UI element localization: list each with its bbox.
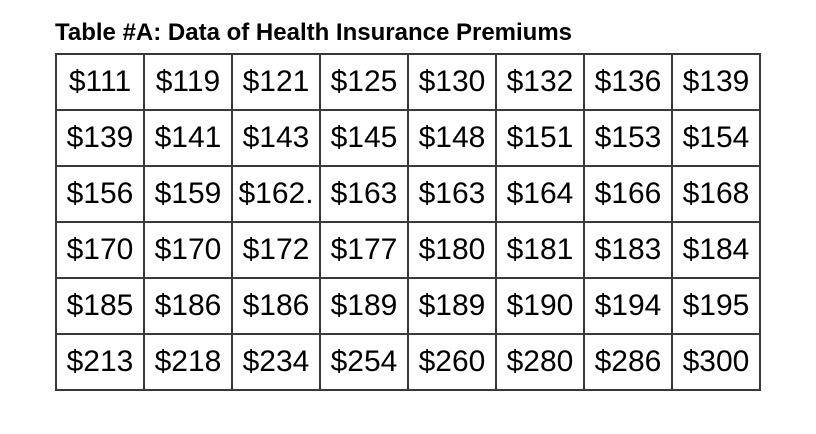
table-row: $156 $159 $162. $163 $163 $164 $166 $168 bbox=[55, 165, 761, 223]
table-cell: $145 bbox=[319, 109, 409, 167]
table-cell: $163 bbox=[407, 165, 497, 223]
table-cell: $119 bbox=[143, 53, 233, 111]
table-cell: $260 bbox=[407, 333, 497, 391]
table-cell: $141 bbox=[143, 109, 233, 167]
table-cell: $164 bbox=[495, 165, 585, 223]
table-cell: $125 bbox=[319, 53, 409, 111]
table-row: $213 $218 $234 $254 $260 $280 $286 $300 bbox=[55, 333, 761, 391]
table-cell: $159 bbox=[143, 165, 233, 223]
table-cell: $148 bbox=[407, 109, 497, 167]
table-cell: $186 bbox=[231, 277, 321, 335]
table-title: Table #A: Data of Health Insurance Premi… bbox=[55, 19, 573, 46]
table-cell: $162. bbox=[231, 165, 321, 223]
table-cell: $166 bbox=[583, 165, 673, 223]
table-cell: $136 bbox=[583, 53, 673, 111]
table-cell: $184 bbox=[671, 221, 761, 279]
table-cell: $180 bbox=[407, 221, 497, 279]
table-cell: $213 bbox=[55, 333, 145, 391]
table-cell: $156 bbox=[55, 165, 145, 223]
table-cell: $111 bbox=[55, 53, 145, 111]
table-row: $185 $186 $186 $189 $189 $190 $194 $195 bbox=[55, 277, 761, 335]
table-cell: $139 bbox=[671, 53, 761, 111]
table-cell: $170 bbox=[143, 221, 233, 279]
table-cell: $177 bbox=[319, 221, 409, 279]
table-cell: $181 bbox=[495, 221, 585, 279]
table-cell: $121 bbox=[231, 53, 321, 111]
table-cell: $234 bbox=[231, 333, 321, 391]
table-row: $170 $170 $172 $177 $180 $181 $183 $184 bbox=[55, 221, 761, 279]
table-cell: $194 bbox=[583, 277, 673, 335]
table-cell: $154 bbox=[671, 109, 761, 167]
table-row: $111 $119 $121 $125 $130 $132 $136 $139 bbox=[55, 53, 761, 111]
table-row: $139 $141 $143 $145 $148 $151 $153 $154 bbox=[55, 109, 761, 167]
table-cell: $170 bbox=[55, 221, 145, 279]
premiums-table: $111 $119 $121 $125 $130 $132 $136 $139 … bbox=[55, 53, 761, 391]
table-cell: $218 bbox=[143, 333, 233, 391]
table-cell: $189 bbox=[319, 277, 409, 335]
table-cell: $172 bbox=[231, 221, 321, 279]
table-cell: $280 bbox=[495, 333, 585, 391]
table-cell: $139 bbox=[55, 109, 145, 167]
table-cell: $190 bbox=[495, 277, 585, 335]
table-cell: $286 bbox=[583, 333, 673, 391]
table-cell: $189 bbox=[407, 277, 497, 335]
premiums-table-body: $111 $119 $121 $125 $130 $132 $136 $139 … bbox=[55, 53, 761, 391]
table-cell: $132 bbox=[495, 53, 585, 111]
table-cell: $163 bbox=[319, 165, 409, 223]
table-cell: $153 bbox=[583, 109, 673, 167]
table-cell: $168 bbox=[671, 165, 761, 223]
table-cell: $254 bbox=[319, 333, 409, 391]
table-cell: $185 bbox=[55, 277, 145, 335]
table-cell: $195 bbox=[671, 277, 761, 335]
table-cell: $130 bbox=[407, 53, 497, 111]
table-cell: $183 bbox=[583, 221, 673, 279]
table-cell: $143 bbox=[231, 109, 321, 167]
table-cell: $186 bbox=[143, 277, 233, 335]
table-cell: $300 bbox=[671, 333, 761, 391]
table-cell: $151 bbox=[495, 109, 585, 167]
